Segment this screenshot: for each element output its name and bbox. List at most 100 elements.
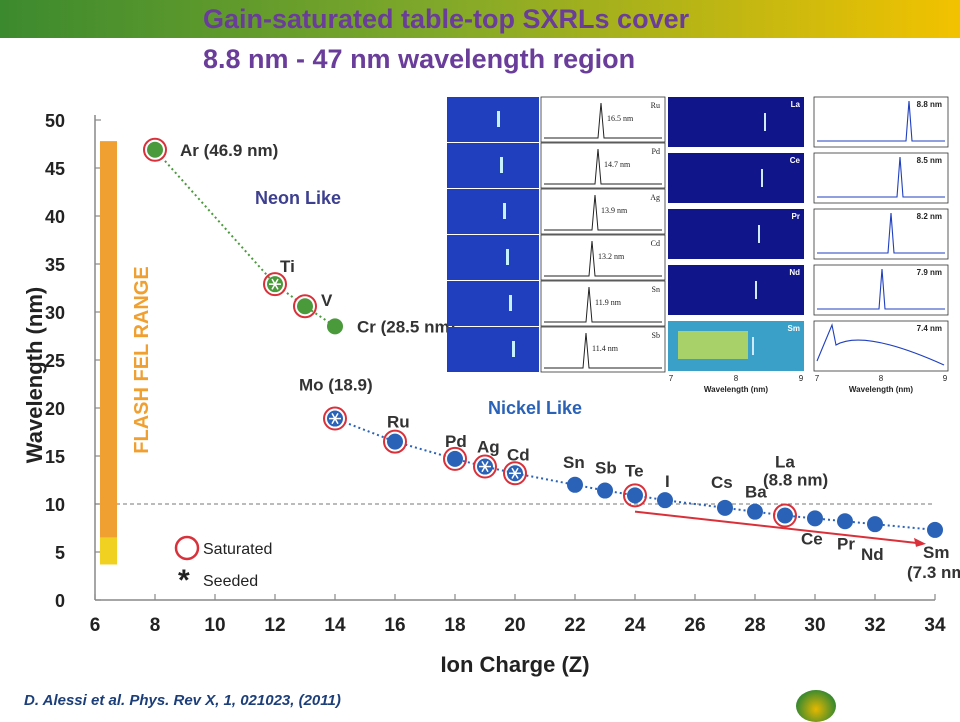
spectrum-panel-Sn [540, 280, 666, 327]
spectrum-peak-label: 8.8 nm [917, 100, 942, 109]
x-tick-label: 10 [204, 615, 225, 636]
series-label-nickel: Nickel Like [488, 398, 582, 418]
spectrum-trace [817, 156, 945, 198]
x-tick-label: 8 [150, 615, 161, 636]
spectrum-trace [816, 323, 945, 366]
series-label-neon: Neon Like [255, 188, 341, 208]
point-label: (7.3 nm) [907, 563, 960, 582]
detector-spot [755, 281, 757, 299]
point-label: (8.8 nm) [763, 471, 828, 490]
saturated-ring [473, 454, 497, 479]
data-point [657, 492, 673, 509]
spectrum-element-label: Cd [651, 239, 660, 248]
point-label: Sm [923, 543, 949, 562]
spectrum-peak-label: 7.4 nm [917, 324, 942, 333]
data-point [627, 487, 643, 504]
series-line-nickel [334, 417, 936, 531]
inset-x-tick-label: 8 [879, 374, 884, 383]
point-label: Ba [745, 483, 767, 502]
saturated-ring [383, 429, 407, 454]
flash-fel-band [100, 141, 117, 538]
saturated-ring [323, 406, 347, 431]
x-tick-label: 12 [264, 615, 285, 636]
point-label: Ce [801, 529, 823, 548]
inset-x-tick-label: 9 [799, 374, 804, 383]
inset-x-tick-label: 7 [815, 374, 820, 383]
data-point [837, 513, 853, 530]
spectrum-trace [544, 148, 662, 185]
spectrum-peak-label: 8.5 nm [917, 156, 942, 165]
y-tick-label: 5 [55, 543, 65, 563]
spectrum-trace [817, 212, 945, 254]
slide-title-line1: Gain-saturated table-top SXRLs cover [203, 4, 690, 34]
point-label: V [321, 291, 333, 310]
detector-image-Sb [447, 327, 539, 372]
spectrum-peak-label: 14.7 nm [604, 160, 631, 169]
spectrum-peak-label: 7.9 nm [917, 268, 942, 277]
detector-image-Pd [447, 143, 539, 188]
point-label: Nd [861, 545, 884, 564]
detector-image-Ag [447, 189, 539, 234]
detector-spot [512, 341, 515, 357]
spectrum-panel-Ag [540, 188, 666, 235]
y-tick-label: 40 [45, 207, 65, 227]
detector-image-Sn [447, 281, 539, 326]
x-tick-label: 14 [324, 615, 346, 636]
saturated-ring [623, 483, 647, 508]
detector-element-label: La [791, 100, 801, 109]
spectrum-element-label: Sn [652, 285, 660, 294]
citation: D. Alessi et al. Phys. Rev X, 1, 021023,… [24, 692, 341, 709]
y-tick-label: 20 [45, 399, 65, 419]
title-bar [0, 0, 960, 38]
point-label: I [665, 472, 670, 491]
spectrum-element-label: Sb [652, 331, 660, 340]
y-tick-label: 10 [45, 495, 65, 515]
x-tick-label: 6 [90, 615, 101, 636]
point-label: Ru [387, 413, 410, 432]
point-label: Cs [711, 473, 733, 492]
y-tick-label: 30 [45, 303, 65, 323]
detector-image-Ru [447, 97, 539, 142]
spectrum-panel-Sb [540, 326, 666, 373]
detector-glow [678, 331, 748, 359]
point-label: Sb [595, 459, 617, 478]
data-point [717, 499, 733, 516]
detector-spot [506, 249, 509, 265]
seeded-mark [331, 412, 339, 425]
x-tick-label: 16 [384, 615, 405, 636]
data-point [597, 482, 613, 499]
y-tick-label: 35 [45, 255, 65, 275]
x-tick-label: 30 [804, 615, 825, 636]
x-tick-label: 28 [744, 615, 765, 636]
saturated-ring [503, 461, 527, 486]
spectrum-panel-Pr [813, 208, 949, 260]
y-tick-label: 0 [55, 591, 65, 611]
saturated-ring [443, 446, 467, 471]
detector-element-label: Pr [792, 212, 800, 221]
detector-spot [752, 337, 754, 355]
x-tick-label: 22 [564, 615, 585, 636]
inset-x-axis-label: Wavelength (nm) [704, 385, 768, 394]
x-axis-label: Ion Charge (Z) [440, 652, 589, 677]
point-label: Te [625, 461, 644, 480]
detector-spot [500, 157, 503, 173]
data-point [447, 450, 463, 467]
inset-x-tick-label: 8 [734, 374, 739, 383]
detector-spot [509, 295, 512, 311]
seeded-mark [511, 467, 519, 479]
detector-spot [497, 111, 500, 127]
inset-x-axis-label: Wavelength (nm) [849, 385, 913, 394]
data-point [777, 507, 793, 524]
point-label: Ti [280, 257, 295, 276]
saturated-ring [263, 272, 287, 297]
flash-fel-band-lower [100, 537, 117, 565]
legend-saturated-symbol [174, 535, 200, 561]
point-label: Pr [837, 534, 855, 553]
spectrum-trace [544, 194, 662, 231]
spectrum-peak-label: 16.5 nm [607, 114, 634, 123]
point-label: Ar (46.9 nm) [180, 141, 278, 160]
saturated-ring [293, 294, 317, 319]
spectrum-trace [544, 102, 662, 139]
detector-image-Ce [668, 153, 804, 203]
detector-spot [764, 113, 766, 131]
